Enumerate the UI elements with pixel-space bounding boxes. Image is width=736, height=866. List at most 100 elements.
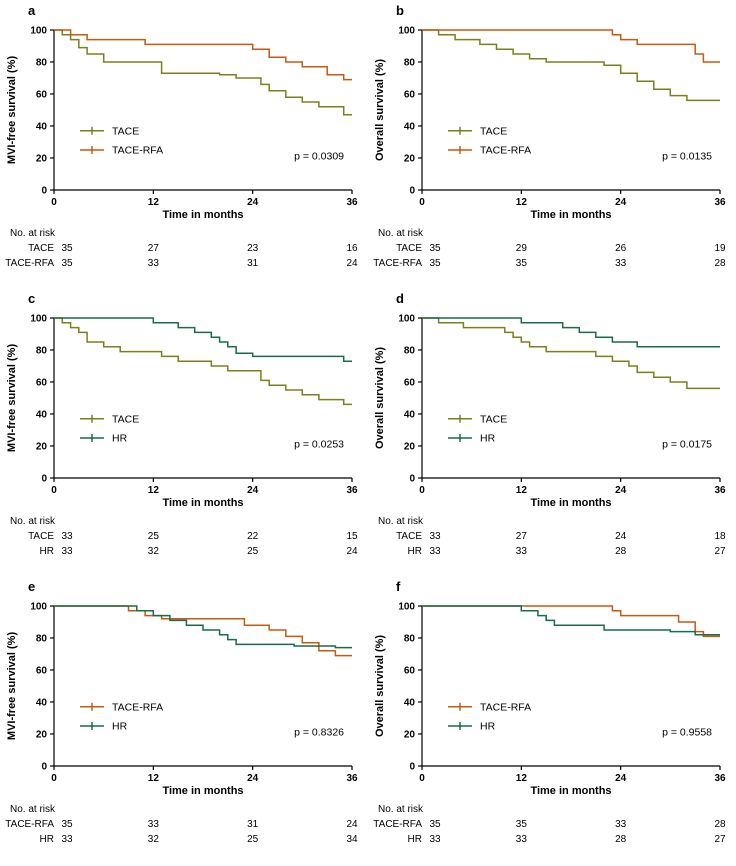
at-risk-count: 35 xyxy=(61,819,73,830)
x-axis-label: Time in months xyxy=(530,497,611,509)
y-tick-label: 80 xyxy=(36,346,48,357)
y-axis-label: Overall survival (%) xyxy=(374,635,386,737)
at-risk-row-label: TACE-RFA xyxy=(373,819,422,830)
y-tick-label: 0 xyxy=(41,186,47,197)
at-risk-count: 27 xyxy=(148,243,160,254)
series-line-TACE xyxy=(54,29,352,116)
y-tick-label: 40 xyxy=(36,698,48,709)
y-tick-label: 100 xyxy=(398,26,415,37)
legend-label: HR xyxy=(480,721,496,733)
at-risk-count: 35 xyxy=(429,258,441,269)
at-risk-header: No. at risk xyxy=(10,516,56,527)
y-tick-label: 20 xyxy=(404,442,416,453)
x-tick-label: 12 xyxy=(516,485,528,496)
x-tick-label: 0 xyxy=(51,773,57,784)
series-line-TACE-RFA xyxy=(422,605,720,638)
y-tick-label: 60 xyxy=(404,666,416,677)
series-line-TACE xyxy=(54,317,352,406)
y-tick-label: 100 xyxy=(398,314,415,325)
at-risk-count: 35 xyxy=(516,258,528,269)
km-chart-c: 0 20 40 60 80 100 0 12 24 36 MVI-free survival (%)… xyxy=(6,314,358,558)
x-tick-label: 36 xyxy=(714,485,726,496)
legend-label: TACE-RFA xyxy=(480,701,531,713)
y-tick-label: 60 xyxy=(404,90,416,101)
at-risk-count: 16 xyxy=(346,243,358,254)
legend-label: TACE-RFA xyxy=(112,701,163,713)
p-value: p = 0.0135 xyxy=(662,151,712,163)
series-line-TACE-RFA xyxy=(54,605,352,657)
at-risk-row-label: HR xyxy=(40,834,54,845)
at-risk-count: 24 xyxy=(346,546,358,557)
y-tick-label: 60 xyxy=(36,378,48,389)
at-risk-count: 27 xyxy=(516,531,528,542)
y-tick-label: 60 xyxy=(36,666,48,677)
at-risk-row-label: TACE xyxy=(396,243,422,254)
series-line-HR xyxy=(54,605,352,649)
p-value: p = 0.0175 xyxy=(662,439,712,451)
y-tick-label: 0 xyxy=(41,762,47,773)
y-tick-label: 80 xyxy=(404,634,416,645)
panel-b: b 0 20 40 60 80 100 0 12 24 36 Overall survival (%… xyxy=(368,0,736,288)
at-risk-count: 24 xyxy=(615,531,627,542)
at-risk-header: No. at risk xyxy=(378,228,424,239)
at-risk-count: 33 xyxy=(429,546,441,557)
at-risk-count: 35 xyxy=(429,819,441,830)
x-axis-label: Time in months xyxy=(162,209,243,221)
y-tick-label: 20 xyxy=(404,730,416,741)
panel-letter-e: e xyxy=(28,579,36,594)
x-tick-label: 0 xyxy=(419,197,425,208)
panel-f: f 0 20 40 60 80 100 0 12 24 36 Overall survival (%… xyxy=(368,576,736,864)
at-risk-count: 28 xyxy=(714,819,726,830)
at-risk-count: 29 xyxy=(516,243,528,254)
y-axis-label: MVI-free survival (%) xyxy=(6,632,18,741)
x-tick-label: 24 xyxy=(247,773,259,784)
x-tick-label: 0 xyxy=(51,197,57,208)
x-tick-label: 12 xyxy=(516,773,528,784)
y-tick-label: 40 xyxy=(404,410,416,421)
at-risk-count: 33 xyxy=(615,819,627,830)
series-line-HR xyxy=(422,605,720,636)
at-risk-row-label: TACE-RFA xyxy=(373,258,422,269)
legend-label: TACE xyxy=(112,413,139,425)
y-tick-label: 60 xyxy=(36,90,48,101)
x-tick-label: 36 xyxy=(346,485,358,496)
at-risk-count: 24 xyxy=(346,258,358,269)
x-tick-label: 36 xyxy=(346,773,358,784)
y-axis-label: MVI-free survival (%) xyxy=(6,56,18,165)
at-risk-count: 25 xyxy=(148,531,160,542)
at-risk-count: 33 xyxy=(61,834,73,845)
at-risk-count: 25 xyxy=(247,834,259,845)
at-risk-count: 27 xyxy=(714,546,726,557)
y-tick-label: 40 xyxy=(36,410,48,421)
y-tick-label: 0 xyxy=(409,474,415,485)
at-risk-row-label: TACE-RFA xyxy=(5,819,54,830)
x-axis-label: Time in months xyxy=(162,785,243,797)
at-risk-count: 18 xyxy=(714,531,726,542)
y-tick-label: 80 xyxy=(36,634,48,645)
axis-line xyxy=(421,318,720,479)
legend-label: TACE-RFA xyxy=(480,145,531,157)
p-value: p = 0.8326 xyxy=(294,727,344,739)
at-risk-row-label: HR xyxy=(408,834,422,845)
at-risk-count: 27 xyxy=(714,834,726,845)
x-tick-label: 36 xyxy=(714,773,726,784)
x-tick-label: 0 xyxy=(419,773,425,784)
km-chart-d: 0 20 40 60 80 100 0 12 24 36 Overall survival (%) T… xyxy=(374,314,726,558)
y-tick-label: 80 xyxy=(404,346,416,357)
x-axis-label: Time in months xyxy=(162,497,243,509)
p-value: p = 0.0309 xyxy=(294,151,344,163)
x-tick-label: 24 xyxy=(615,485,627,496)
at-risk-row-label: TACE xyxy=(396,531,422,542)
at-risk-row-label: TACE-RFA xyxy=(5,258,54,269)
legend-label: TACE xyxy=(480,125,507,137)
y-tick-label: 0 xyxy=(41,474,47,485)
at-risk-count: 33 xyxy=(61,546,73,557)
km-chart-b: 0 20 40 60 80 100 0 12 24 36 Overall survival (%) T… xyxy=(373,26,726,270)
series-line-TACE-RFA xyxy=(54,29,352,81)
at-risk-header: No. at risk xyxy=(378,804,424,815)
panel-a: a 0 20 40 60 80 100 0 12 24 36 MVI-free survival (… xyxy=(0,0,368,288)
p-value: p = 0.9558 xyxy=(662,727,712,739)
at-risk-count: 33 xyxy=(516,834,528,845)
km-chart-e: 0 20 40 60 80 100 0 12 24 36 MVI-free survival (%)… xyxy=(5,602,358,846)
legend-label: TACE xyxy=(112,125,139,137)
